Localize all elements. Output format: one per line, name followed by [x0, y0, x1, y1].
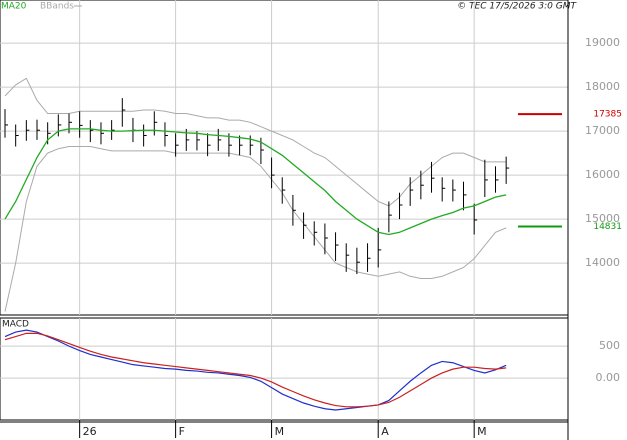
x-tick-label: M: [477, 425, 487, 438]
legend-entry: MA20: [1, 2, 27, 12]
y-tick-label: 19000: [585, 36, 620, 49]
band-lower: [4, 146, 507, 312]
ma-line: [4, 128, 507, 236]
macd-line: [4, 332, 507, 408]
x-tick-label: F: [179, 425, 185, 438]
x-tick-label: M: [275, 425, 285, 438]
y-tick-label: 18000: [585, 80, 620, 93]
x-tick-label: 26: [83, 425, 97, 438]
legend-entry: BBands: [40, 2, 74, 12]
x-tick-label: A: [381, 425, 389, 438]
y-tick-label: 16000: [585, 168, 620, 181]
y-tick-label: 15000: [585, 212, 620, 225]
macd-line: [4, 329, 507, 411]
macd-title: MACD: [2, 320, 29, 330]
level-label: 14831: [593, 222, 622, 232]
y-tick-label: 14000: [585, 256, 620, 269]
y-tick-label: 0.00: [596, 371, 621, 384]
y-tick-label: 500: [599, 339, 620, 352]
macd-panel: [0, 317, 569, 421]
source: © TEC 17/5/2026 3:0 GMT: [457, 2, 577, 12]
band-upper: [4, 77, 507, 207]
y-tick-label: 17000: [585, 124, 620, 137]
level-label: 17385: [593, 110, 622, 120]
